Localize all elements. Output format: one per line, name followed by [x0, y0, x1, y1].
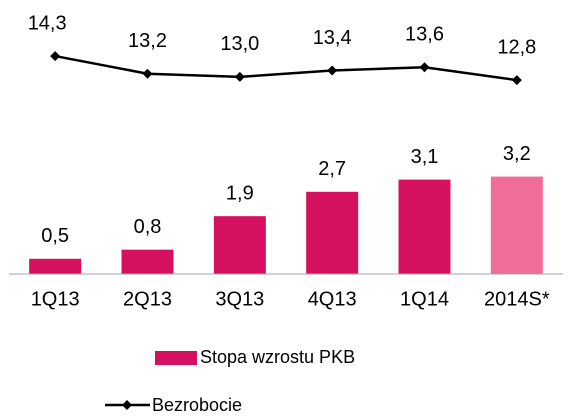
data-label: 3,1: [411, 146, 439, 168]
bar: [213, 216, 266, 274]
data-label: 1,9: [226, 182, 254, 204]
marker: [511, 75, 522, 86]
legend-label: Stopa wzrostu PKB: [200, 347, 355, 367]
data-label: 12,8: [497, 36, 536, 58]
legend-label: Bezrobocie: [152, 395, 242, 415]
x-tick-label: 1Q14: [400, 288, 449, 310]
legend-marker: [122, 400, 132, 410]
data-label: 2,7: [318, 158, 346, 180]
data-label: 0,8: [134, 216, 162, 238]
x-tick-label: 4Q13: [308, 288, 357, 310]
bar: [306, 191, 359, 274]
marker: [50, 51, 61, 62]
x-tick-label: 2Q13: [123, 288, 172, 310]
line: [54, 54, 518, 82]
marker: [142, 68, 153, 79]
marker: [234, 71, 245, 82]
legend-swatch: [155, 351, 197, 365]
x-tick-label: 3Q13: [215, 288, 264, 310]
x-tick-label: 1Q13: [31, 288, 80, 310]
data-label: 0,5: [41, 225, 69, 247]
bar: [121, 249, 174, 274]
data-label: 3,2: [503, 143, 531, 165]
data-label: 13,4: [313, 27, 352, 49]
data-label: 13,6: [405, 24, 444, 46]
data-label: 14,3: [28, 12, 67, 34]
marker: [327, 65, 338, 76]
bar: [490, 176, 543, 274]
data-label: 13,0: [220, 33, 259, 55]
bar: [398, 179, 451, 274]
marker: [419, 62, 430, 73]
bar: [29, 258, 82, 274]
x-tick-label: 2014S*: [484, 288, 550, 310]
data-label: 13,2: [128, 30, 167, 52]
